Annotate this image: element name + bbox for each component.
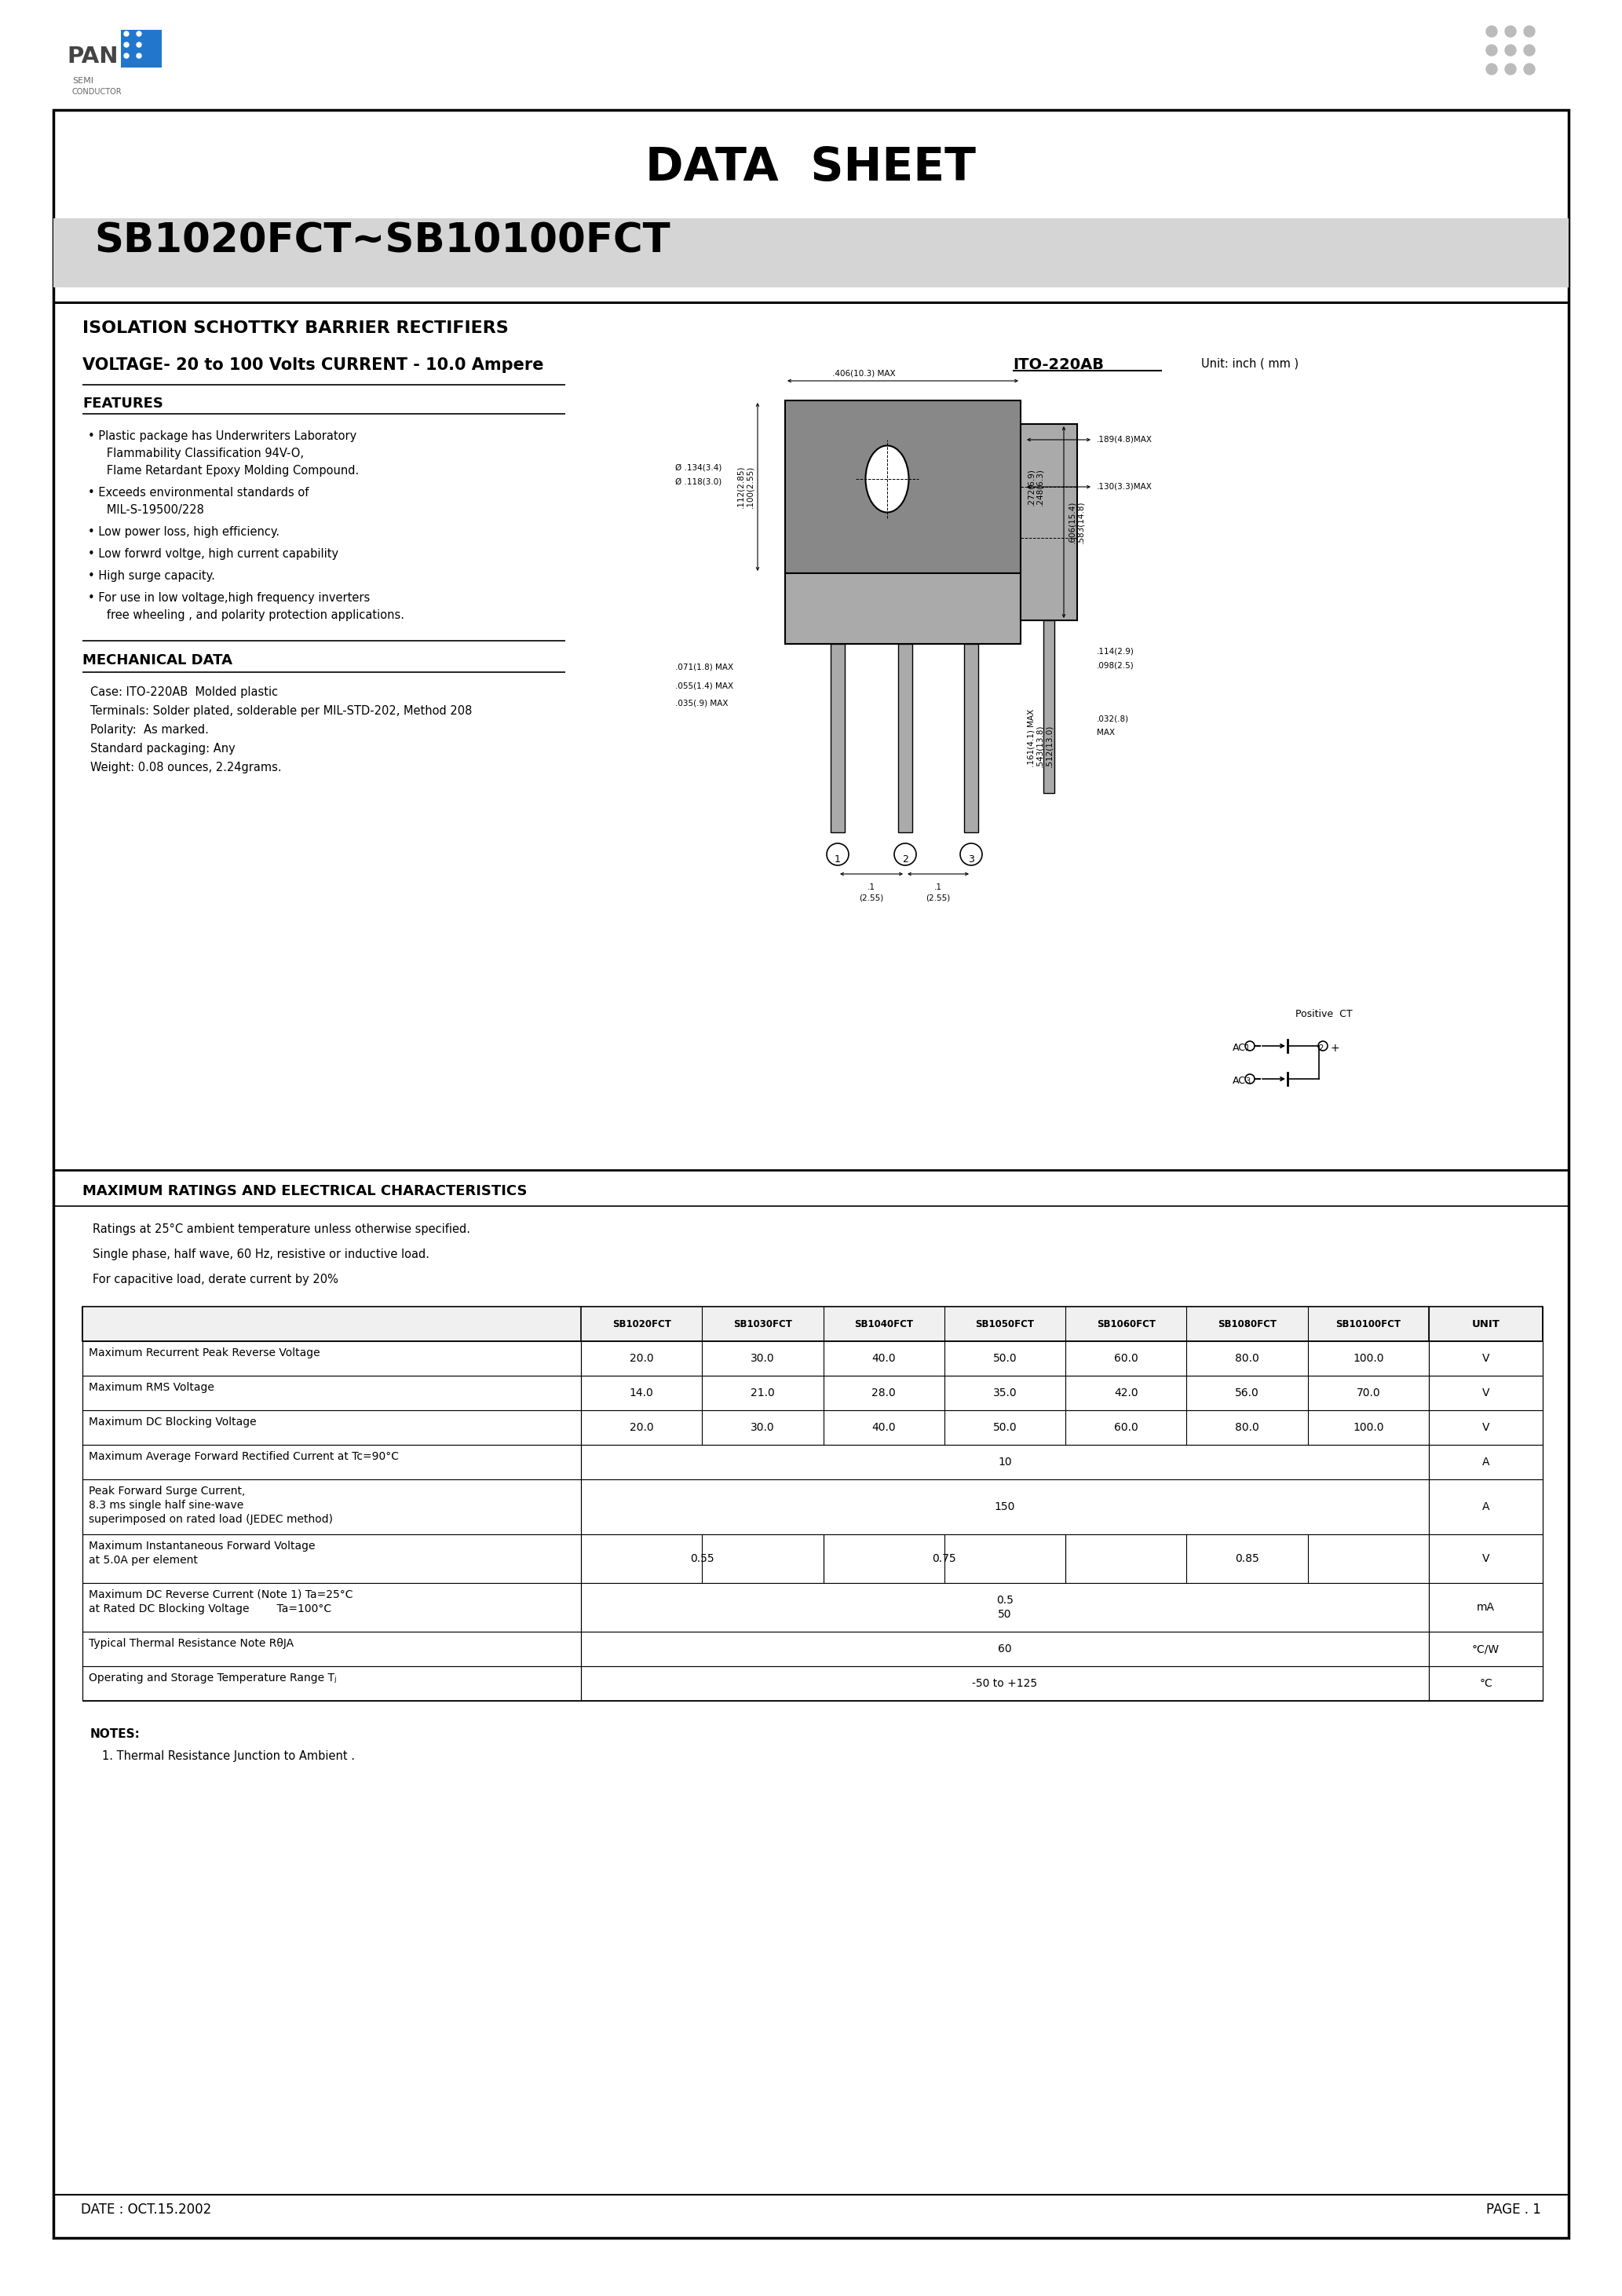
Text: Ø .134(3.4): Ø .134(3.4) xyxy=(675,464,722,471)
Text: -50 to +125: -50 to +125 xyxy=(972,1678,1038,1690)
Bar xyxy=(963,643,978,833)
Text: Positive  CT: Positive CT xyxy=(1296,1008,1353,1019)
Text: Maximum Average Forward Rectified Current at Tc=90°C: Maximum Average Forward Rectified Curren… xyxy=(89,1451,399,1463)
Text: 14.0: 14.0 xyxy=(629,1387,654,1398)
Text: SB1040FCT: SB1040FCT xyxy=(855,1318,913,1329)
Text: .1: .1 xyxy=(868,884,876,891)
Text: 80.0: 80.0 xyxy=(1234,1352,1259,1364)
Text: 50.0: 50.0 xyxy=(993,1421,1017,1433)
Text: .098(2.5): .098(2.5) xyxy=(1096,661,1134,668)
Text: (2.55): (2.55) xyxy=(860,895,884,902)
Circle shape xyxy=(136,53,141,57)
Text: For capacitive load, derate current by 20%: For capacitive load, derate current by 2… xyxy=(92,1274,339,1286)
Text: MAX: MAX xyxy=(1096,728,1114,737)
Text: 60.0: 60.0 xyxy=(1114,1352,1139,1364)
Text: 21.0: 21.0 xyxy=(751,1387,775,1398)
Text: SB1050FCT: SB1050FCT xyxy=(975,1318,1035,1329)
Text: SB1020FCT~SB10100FCT: SB1020FCT~SB10100FCT xyxy=(94,220,670,262)
Text: PAGE . 1: PAGE . 1 xyxy=(1486,2202,1541,2216)
Text: • Exceeds environmental standards of: • Exceeds environmental standards of xyxy=(88,487,308,498)
Text: 40.0: 40.0 xyxy=(871,1352,895,1364)
Circle shape xyxy=(1486,44,1497,55)
Text: • For use in low voltage,high frequency inverters: • For use in low voltage,high frequency … xyxy=(88,592,370,604)
Bar xyxy=(83,1341,1543,1375)
Bar xyxy=(1020,425,1077,620)
Text: 1: 1 xyxy=(1246,1045,1251,1052)
Text: °C: °C xyxy=(1479,1678,1492,1690)
Text: SB1080FCT: SB1080FCT xyxy=(1218,1318,1277,1329)
Circle shape xyxy=(1523,44,1534,55)
Text: Peak Forward Surge Current,: Peak Forward Surge Current, xyxy=(89,1486,245,1497)
Bar xyxy=(122,30,162,67)
Text: Maximum DC Blocking Voltage: Maximum DC Blocking Voltage xyxy=(89,1417,256,1428)
Bar xyxy=(83,1375,1543,1410)
Text: 3: 3 xyxy=(1246,1077,1251,1086)
Circle shape xyxy=(123,32,128,37)
Text: DATA  SHEET: DATA SHEET xyxy=(646,145,976,191)
Text: V: V xyxy=(1483,1387,1489,1398)
Text: DATE : OCT.15.2002: DATE : OCT.15.2002 xyxy=(81,2202,211,2216)
Text: 40.0: 40.0 xyxy=(871,1421,895,1433)
Circle shape xyxy=(1523,64,1534,73)
Text: 42.0: 42.0 xyxy=(1114,1387,1139,1398)
Text: (2.55): (2.55) xyxy=(926,895,950,902)
Text: SB10100FCT: SB10100FCT xyxy=(1337,1318,1401,1329)
Bar xyxy=(830,643,845,833)
Text: JIT: JIT xyxy=(123,32,156,53)
Text: A: A xyxy=(1483,1502,1489,1513)
Text: 0.5: 0.5 xyxy=(996,1596,1014,1605)
Text: 150: 150 xyxy=(994,1502,1015,1513)
Text: VOLTAGE- 20 to 100 Volts CURRENT - 10.0 Ampere: VOLTAGE- 20 to 100 Volts CURRENT - 10.0 … xyxy=(83,358,543,372)
Text: 0.55: 0.55 xyxy=(689,1552,714,1564)
Text: °C/W: °C/W xyxy=(1473,1644,1500,1655)
Text: MAXIMUM RATINGS AND ELECTRICAL CHARACTERISTICS: MAXIMUM RATINGS AND ELECTRICAL CHARACTER… xyxy=(83,1185,527,1199)
Text: free wheeling , and polarity protection applications.: free wheeling , and polarity protection … xyxy=(96,608,404,622)
Text: • Low forwrd voltge, high current capability: • Low forwrd voltge, high current capabi… xyxy=(88,549,339,560)
Circle shape xyxy=(1505,25,1517,37)
Text: Polarity:  As marked.: Polarity: As marked. xyxy=(91,723,209,735)
Text: at Rated DC Blocking Voltage        Ta=100°C: at Rated DC Blocking Voltage Ta=100°C xyxy=(89,1603,331,1614)
Text: Case: ITO-220AB  Molded plastic: Case: ITO-220AB Molded plastic xyxy=(91,687,277,698)
Circle shape xyxy=(1505,44,1517,55)
Text: Ratings at 25°C ambient temperature unless otherwise specified.: Ratings at 25°C ambient temperature unle… xyxy=(92,1224,470,1235)
Circle shape xyxy=(1486,64,1497,73)
Circle shape xyxy=(1486,25,1497,37)
Text: Maximum Recurrent Peak Reverse Voltage: Maximum Recurrent Peak Reverse Voltage xyxy=(89,1348,320,1359)
Text: Ø .118(3.0): Ø .118(3.0) xyxy=(675,478,722,484)
Text: CONDUCTOR: CONDUCTOR xyxy=(73,87,122,96)
Text: 70.0: 70.0 xyxy=(1356,1387,1380,1398)
Text: AC: AC xyxy=(1233,1042,1246,1054)
Text: mA: mA xyxy=(1476,1603,1495,1612)
Text: .130(3.3)MAX: .130(3.3)MAX xyxy=(1096,482,1152,491)
Text: 28.0: 28.0 xyxy=(871,1387,895,1398)
Text: Unit: inch ( mm ): Unit: inch ( mm ) xyxy=(1202,358,1299,370)
Text: +: + xyxy=(1330,1042,1340,1054)
Text: Operating and Storage Temperature Range Tⱼ: Operating and Storage Temperature Range … xyxy=(89,1671,336,1683)
Text: A: A xyxy=(1483,1456,1489,1467)
Text: 50: 50 xyxy=(998,1609,1012,1621)
Text: 60.0: 60.0 xyxy=(1114,1421,1139,1433)
Bar xyxy=(83,1410,1543,1444)
Text: Single phase, half wave, 60 Hz, resistive or inductive load.: Single phase, half wave, 60 Hz, resistiv… xyxy=(92,1249,430,1261)
Text: V: V xyxy=(1483,1552,1489,1564)
Text: 20.0: 20.0 xyxy=(629,1421,654,1433)
Ellipse shape xyxy=(866,445,908,512)
Text: ITO-220AB: ITO-220AB xyxy=(1012,358,1105,372)
Text: 35.0: 35.0 xyxy=(993,1387,1017,1398)
Text: Terminals: Solder plated, solderable per MIL-STD-202, Method 208: Terminals: Solder plated, solderable per… xyxy=(91,705,472,716)
Text: SB1020FCT: SB1020FCT xyxy=(611,1318,672,1329)
Text: 30.0: 30.0 xyxy=(751,1421,775,1433)
Text: 0.75: 0.75 xyxy=(933,1552,957,1564)
Circle shape xyxy=(123,41,128,48)
Text: 0.85: 0.85 xyxy=(1234,1552,1259,1564)
Text: .606(15.4)
.583(14.8): .606(15.4) .583(14.8) xyxy=(1067,501,1085,544)
Text: .035(.9) MAX: .035(.9) MAX xyxy=(675,700,728,707)
Text: .032(.8): .032(.8) xyxy=(1096,714,1129,723)
Text: V: V xyxy=(1483,1421,1489,1433)
Bar xyxy=(54,218,1568,287)
Text: 1: 1 xyxy=(835,854,840,866)
Text: 3: 3 xyxy=(968,854,975,866)
Text: at 5.0A per element: at 5.0A per element xyxy=(89,1554,198,1566)
Text: 10: 10 xyxy=(998,1456,1012,1467)
Bar xyxy=(785,400,1020,574)
